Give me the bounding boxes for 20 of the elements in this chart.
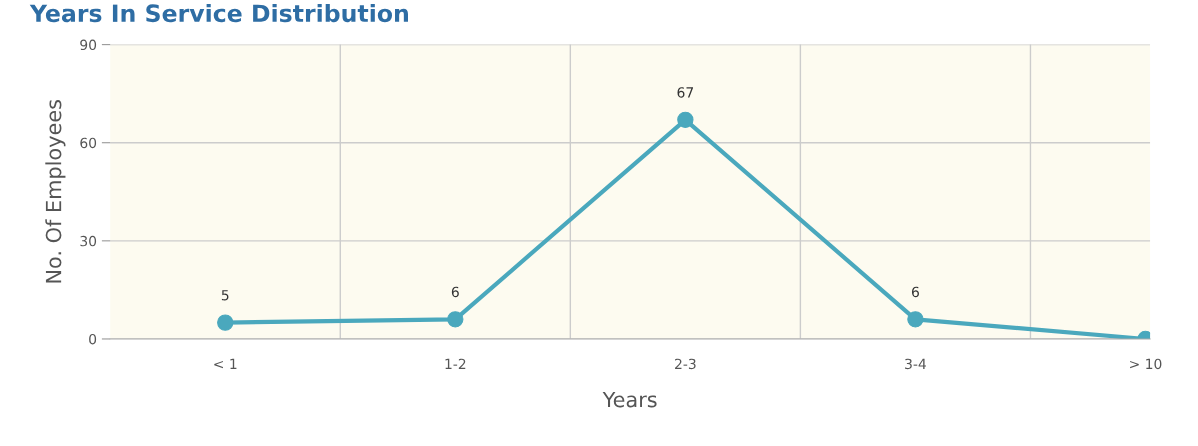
x-axis-title: Years — [602, 391, 657, 408]
x-tick-label: 1-2 — [445, 358, 466, 369]
y-tick-label: 90 — [80, 39, 97, 51]
data-label: 6 — [911, 286, 919, 298]
point — [447, 311, 464, 328]
chart-title: Years In Service Distribution — [29, 3, 408, 23]
x-tick-label: 3-4 — [905, 358, 926, 370]
data-label: 67 — [677, 87, 694, 98]
point — [907, 311, 924, 328]
point — [217, 314, 234, 331]
point — [677, 111, 694, 128]
data-label: 5 — [221, 290, 229, 301]
y-axis-title: No. Of Employees — [45, 100, 66, 283]
x-tick-label: > 10 — [1130, 358, 1162, 370]
data-label: 6 — [451, 286, 459, 298]
x-tick-label: < 1 — [214, 358, 237, 369]
y-tick-label: 0 — [89, 333, 97, 345]
x-tick-label: 2-3 — [675, 358, 696, 370]
y-tick-label: 30 — [80, 235, 97, 247]
y-tick-label: 60 — [80, 137, 97, 149]
